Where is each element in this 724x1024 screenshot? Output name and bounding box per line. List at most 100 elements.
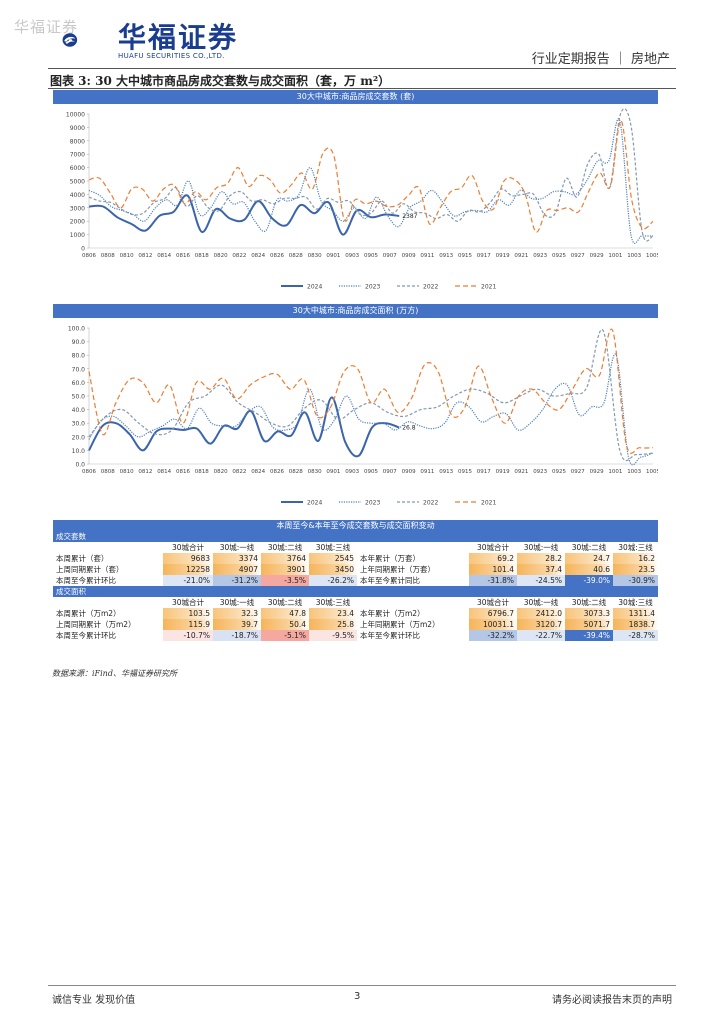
table-cell: 4907 bbox=[213, 564, 261, 575]
x-tick-label: 0820 bbox=[214, 253, 228, 259]
x-tick-label: 1005 bbox=[646, 469, 658, 475]
x-tick-label: 1005 bbox=[646, 253, 658, 259]
table-cell: -21.0% bbox=[163, 575, 213, 586]
y-tick-label: 8000 bbox=[70, 138, 85, 145]
series-line-2024 bbox=[88, 396, 400, 458]
column-header: 30城合计 bbox=[476, 543, 510, 552]
x-tick-label: 0816 bbox=[176, 253, 190, 259]
y-tick-label: 40.0 bbox=[72, 407, 86, 414]
table-cell: 1838.7 bbox=[613, 619, 659, 630]
y-tick-label: 9000 bbox=[70, 125, 85, 132]
table-cell: -31.2% bbox=[213, 575, 261, 586]
series-line-2022 bbox=[88, 328, 654, 462]
table-row: 上周同期累计（套） 12258 4907 3901 3450 上年同期累计（万套） 101.… bbox=[53, 564, 659, 575]
x-tick-label: 0909 bbox=[402, 253, 416, 259]
x-tick-label: 0927 bbox=[571, 469, 585, 475]
x-tick-label: 0818 bbox=[195, 253, 209, 259]
table-cell: 上周同期累计（万m2） bbox=[56, 620, 136, 629]
table-cell: -39.4% bbox=[565, 630, 613, 641]
table-cell: 3901 bbox=[261, 564, 309, 575]
series-line-2022 bbox=[88, 108, 654, 242]
y-tick-label: 90.0 bbox=[72, 339, 86, 346]
x-tick-label: 0903 bbox=[345, 253, 359, 259]
x-tick-label: 0907 bbox=[383, 253, 397, 259]
x-tick-label: 0917 bbox=[477, 469, 491, 475]
column-header: 30城:三线 bbox=[618, 543, 653, 552]
table-cell: 103.5 bbox=[163, 608, 213, 619]
y-tick-label: 20.0 bbox=[72, 434, 86, 441]
y-tick-label: 0.0 bbox=[75, 462, 85, 469]
table-cell: 12258 bbox=[163, 564, 213, 575]
annotation-label: 26.8 bbox=[402, 425, 416, 432]
x-tick-label: 0921 bbox=[514, 469, 528, 475]
x-tick-label: 0909 bbox=[402, 469, 416, 475]
column-header: 30城:三线 bbox=[315, 543, 351, 552]
legend-label-2022: 2022 bbox=[423, 500, 438, 507]
x-tick-label: 0913 bbox=[439, 469, 453, 475]
y-tick-label: 10000 bbox=[66, 112, 85, 119]
table-cell: 3073.3 bbox=[565, 608, 613, 619]
legend-label-2024: 2024 bbox=[307, 284, 322, 291]
table-cell: 9683 bbox=[163, 553, 213, 564]
figure-title-divider bbox=[48, 88, 676, 89]
table-cell: 本周累计（套） bbox=[56, 554, 109, 563]
table-row: 本周累计（万m2） 103.5 32.3 47.8 23.4 本年累计（万m2） 6796.… bbox=[53, 608, 659, 619]
data-source: 数据来源：iFind、华福证券研究所 bbox=[52, 669, 177, 678]
footer-disclaimer: 请务必阅读报告末页的声明 bbox=[552, 995, 672, 1006]
x-tick-label: 0923 bbox=[533, 253, 547, 259]
table-cell: -18.7% bbox=[213, 630, 261, 641]
x-tick-label: 0814 bbox=[157, 469, 171, 475]
x-tick-label: 0828 bbox=[289, 253, 303, 259]
table-cell: 上周同期累计（套） bbox=[56, 565, 124, 574]
section-label: 成交面积 bbox=[53, 586, 659, 597]
company-logo-icon bbox=[62, 33, 78, 47]
y-tick-label: 5000 bbox=[70, 179, 85, 186]
table-cell: -39.0% bbox=[565, 575, 613, 586]
table-cell: 2545 bbox=[309, 553, 357, 564]
y-tick-label: 10.0 bbox=[72, 448, 86, 455]
column-header bbox=[357, 542, 469, 553]
table-cell: 本年累计（万m2） bbox=[360, 609, 425, 618]
watermark: 华福证券 bbox=[14, 18, 79, 36]
column-header bbox=[357, 597, 469, 608]
x-tick-label: 0828 bbox=[289, 469, 303, 475]
table-cell: 50.4 bbox=[261, 619, 309, 630]
x-tick-label: 0919 bbox=[496, 253, 510, 259]
series-line-2023 bbox=[88, 118, 654, 244]
column-header bbox=[53, 542, 163, 553]
table-cell: -3.5% bbox=[261, 575, 309, 586]
column-header: 30城:二线 bbox=[571, 598, 607, 607]
table-cell: 3120.7 bbox=[517, 619, 565, 630]
x-tick-label: 0925 bbox=[552, 253, 566, 259]
x-tick-label: 0826 bbox=[270, 469, 284, 475]
x-tick-label: 0820 bbox=[214, 469, 228, 475]
table-cell: 40.6 bbox=[565, 564, 613, 575]
x-tick-label: 0812 bbox=[138, 469, 152, 475]
x-tick-label: 0808 bbox=[101, 253, 115, 259]
table-cell: 3374 bbox=[213, 553, 261, 564]
y-tick-label: 100.0 bbox=[68, 326, 85, 333]
column-header: 30城合计 bbox=[476, 598, 510, 607]
x-tick-label: 0814 bbox=[157, 253, 171, 259]
x-tick-label: 0812 bbox=[138, 253, 152, 259]
table-cell: 1311.4 bbox=[613, 608, 659, 619]
column-header: 30城:二线 bbox=[267, 543, 303, 552]
x-tick-label: 0822 bbox=[232, 253, 246, 259]
x-tick-label: 0911 bbox=[420, 469, 434, 475]
table-cell: 本年累计（万套） bbox=[360, 554, 420, 563]
chart1-title: 30大中城市:商品房成交套数 (套) bbox=[53, 90, 658, 104]
table-cell: 23.5 bbox=[613, 564, 659, 575]
logo-english-name: HUAFU SECURITIES CO.,LTD. bbox=[118, 52, 225, 60]
x-tick-label: 0929 bbox=[590, 253, 604, 259]
table-cell: -30.9% bbox=[613, 575, 659, 586]
table-cell: 24.7 bbox=[565, 553, 613, 564]
x-tick-label: 0915 bbox=[458, 253, 472, 259]
table-cell: -5.1% bbox=[261, 630, 309, 641]
x-tick-label: 0921 bbox=[514, 253, 528, 259]
x-tick-label: 0810 bbox=[120, 469, 134, 475]
table-cell: 本年至今累计环比 bbox=[360, 631, 420, 640]
table-cell: -22.7% bbox=[517, 630, 565, 641]
legend-label-2023: 2023 bbox=[365, 500, 380, 507]
x-tick-label: 0826 bbox=[270, 253, 284, 259]
x-tick-label: 1003 bbox=[627, 253, 641, 259]
